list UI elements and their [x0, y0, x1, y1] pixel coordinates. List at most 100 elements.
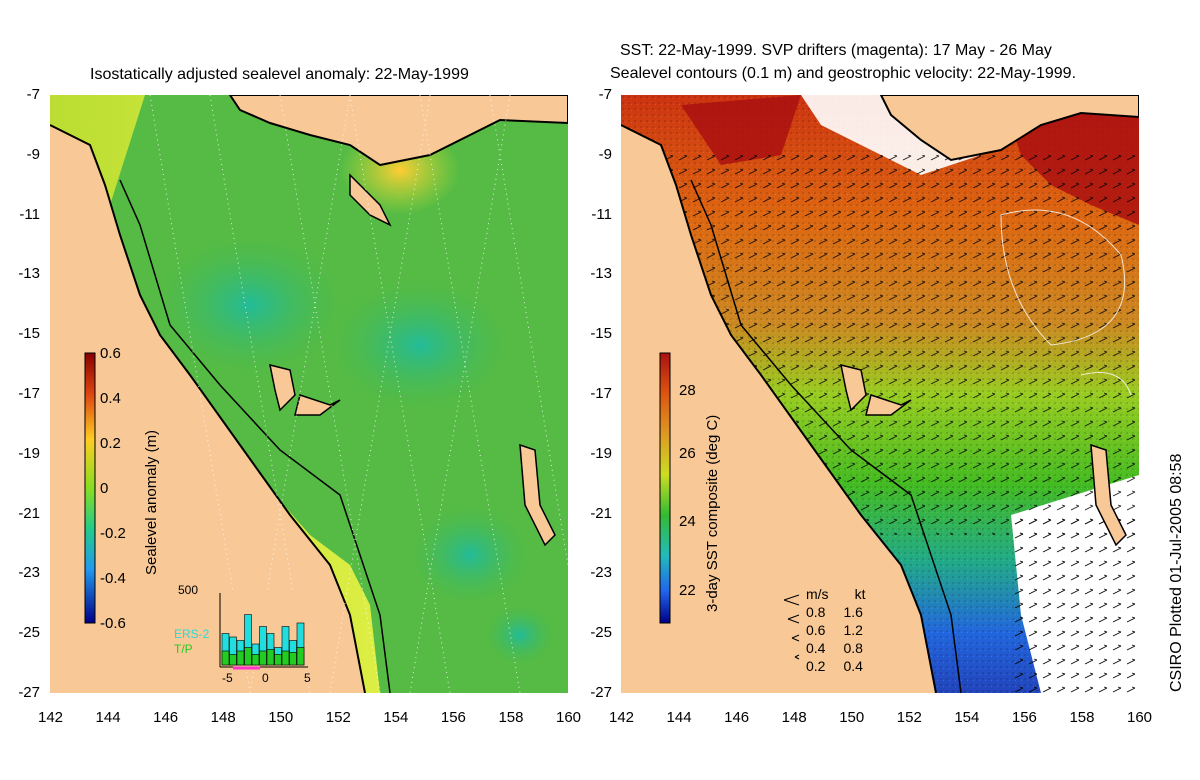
- lon-tick-left: 156: [440, 709, 466, 726]
- lon-tick-left: 148: [210, 709, 236, 726]
- lon-tick-right: 148: [781, 709, 807, 726]
- histogram-bar-tp: [259, 650, 267, 666]
- lat-tick-left: -23: [18, 564, 40, 582]
- lat-tick-right: -13: [590, 265, 612, 283]
- lon-tick-right: 150: [839, 709, 865, 726]
- lon-tick-left: 158: [498, 709, 524, 726]
- histogram-legend-ers2: ERS-2: [174, 627, 210, 641]
- sst-colorbar-label: 3-day SST composite (deg C): [704, 414, 721, 612]
- histogram-bar-tp: [266, 649, 275, 666]
- histogram-bar-tp: [251, 654, 260, 666]
- lon-tick-left: 160: [556, 709, 582, 726]
- lon-tick-left: 144: [95, 709, 121, 726]
- lon-tick-left: 154: [383, 709, 409, 726]
- sealevel-colorbar-tick: -0.4: [100, 570, 126, 587]
- histogram-legend-tp: T/P: [174, 642, 193, 656]
- lat-tick-right: -15: [590, 325, 612, 343]
- histogram-bar-tp: [289, 652, 297, 666]
- plot-credit: CSIRO Plotted 01-Jul-2005 08:58: [1168, 453, 1185, 692]
- lat-tick-right: -9: [598, 145, 612, 163]
- vector-key-row: 0.2 0.4: [806, 657, 865, 675]
- sealevel-colorbar-tick: 0.4: [100, 390, 121, 407]
- vector-key-row: 0.4 0.8: [806, 639, 865, 657]
- sealevel-colorbar-tick: 0.6: [100, 345, 121, 362]
- vector-key-header: m/s kt: [806, 585, 865, 603]
- lon-tick-right: 144: [666, 709, 692, 726]
- lon-tick-left: 150: [268, 709, 294, 726]
- lon-tick-left: 142: [38, 709, 64, 726]
- lon-tick-right: 156: [1011, 709, 1037, 726]
- sealevel-colorbar: [84, 352, 96, 624]
- lon-tick-left: 146: [153, 709, 179, 726]
- histogram-bar-tp: [221, 650, 230, 666]
- lat-tick-right: -21: [590, 504, 612, 522]
- histogram-bar-tp: [244, 647, 252, 666]
- sealevel-colorbar-tick: -0.6: [100, 615, 126, 632]
- lat-tick-left: -11: [19, 205, 40, 223]
- sealevel-map-svg: [50, 95, 568, 693]
- lat-tick-right: -7: [598, 86, 612, 103]
- vector-key-ms: 0.4: [806, 640, 826, 656]
- sealevel-colorbar-tick: -0.2: [100, 525, 126, 542]
- sst-colorbar: [659, 352, 671, 624]
- histogram-xtick-0: 0: [262, 671, 269, 685]
- lat-tick-left: -17: [18, 385, 40, 402]
- left-map-title: Isostatically adjusted sealevel anomaly:…: [90, 66, 469, 83]
- sst-colorbar-tick: 22: [679, 582, 696, 599]
- lat-tick-left: -19: [18, 444, 40, 462]
- vector-key-ms: 0.8: [806, 604, 826, 620]
- vector-key-kt: 0.8: [843, 640, 863, 656]
- vector-key-row: 0.6 1.2: [806, 621, 865, 639]
- histogram-bar-tp: [274, 654, 282, 666]
- lat-tick-left: -9: [26, 145, 40, 163]
- sst-velocity-map: [621, 95, 1139, 693]
- lat-tick-left: -15: [18, 325, 40, 343]
- lon-tick-right: 154: [954, 709, 980, 726]
- histogram-xtick-5: 5: [304, 671, 311, 685]
- histogram-xtick-neg5: -5: [222, 671, 233, 685]
- lon-tick-right: 158: [1069, 709, 1095, 726]
- lat-tick-right: -17: [590, 385, 612, 402]
- histogram-bar-tp: [236, 650, 245, 666]
- vector-key-ms: 0.6: [806, 622, 826, 638]
- sealevel-colorbar-tick: 0: [100, 480, 109, 497]
- vector-key-kt: 1.2: [843, 622, 863, 638]
- lon-tick-right: 160: [1127, 709, 1153, 726]
- lat-tick-left: -21: [18, 504, 40, 522]
- lat-tick-right: -27: [590, 684, 612, 701]
- lat-tick-left: -13: [18, 265, 40, 283]
- vector-key-kt: 1.6: [843, 604, 863, 620]
- vector-key-row: 0.8 1.6: [806, 603, 865, 621]
- sealevel-colorbar-tick: 0.2: [100, 435, 121, 452]
- lat-tick-left: -7: [26, 86, 40, 103]
- histogram-bar-tp: [296, 647, 305, 666]
- right-map-title-line2: Sealevel contours (0.1 m) and geostrophi…: [610, 65, 1077, 82]
- drifter-histogram: [219, 593, 308, 670]
- lat-tick-right: -23: [590, 564, 612, 582]
- lat-tick-left: -25: [18, 624, 40, 642]
- histogram-bar-tp: [229, 654, 237, 666]
- vector-key-ms: 0.2: [806, 658, 826, 674]
- vector-key-arrows: [783, 594, 800, 660]
- lon-tick-right: 146: [724, 709, 750, 726]
- lat-tick-right: -11: [591, 205, 612, 223]
- sealevel-anomaly-map: [50, 95, 568, 693]
- lat-tick-right: -19: [590, 444, 612, 462]
- histogram-bar-tp: [281, 650, 290, 666]
- vector-key-kt: 0.4: [843, 658, 863, 674]
- lon-tick-right: 142: [609, 709, 635, 726]
- lat-tick-left: -27: [18, 684, 40, 701]
- vector-key-ms-header: m/s: [806, 586, 829, 602]
- sst-colorbar-tick: 28: [679, 382, 696, 399]
- vector-key-kt-header: kt: [854, 586, 866, 602]
- sealevel-colorbar-label: Sealevel anomaly (m): [143, 429, 160, 575]
- lon-tick-left: 152: [325, 709, 351, 726]
- right-map-title-line1: SST: 22-May-1999. SVP drifters (magenta)…: [620, 42, 1052, 59]
- sst-map-svg: [621, 95, 1139, 693]
- lat-tick-right: -25: [590, 624, 612, 642]
- lon-tick-right: 152: [896, 709, 922, 726]
- vector-key: m/s kt 0.8 1.6 0.6 1.2 0.4 0.8 0.2 0.4: [806, 585, 865, 675]
- histogram-ymax-label: 500: [178, 583, 199, 597]
- sst-colorbar-tick: 26: [679, 445, 696, 462]
- sst-colorbar-tick: 24: [679, 513, 696, 530]
